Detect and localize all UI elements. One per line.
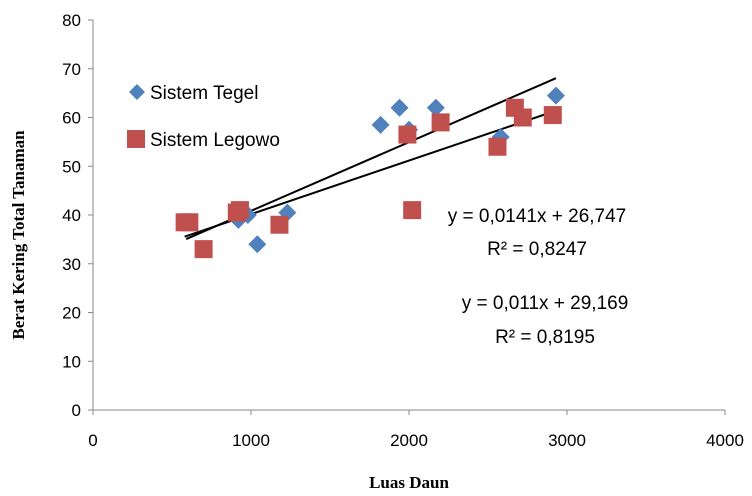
- x-tick-label: 0: [88, 431, 97, 450]
- legend-marker-sistem-legowo: [127, 130, 145, 148]
- data-point-sistem-legowo: [230, 201, 249, 220]
- data-point-sistem-tegel: [546, 86, 565, 105]
- trendline-equation-sistem-tegel: y = 0,0141x + 26,747: [448, 206, 627, 227]
- data-point-sistem-legowo: [270, 215, 289, 234]
- data-point-sistem-tegel: [371, 115, 390, 134]
- data-point-sistem-tegel: [390, 98, 409, 117]
- y-tick-label: 70: [62, 60, 81, 79]
- equation-group: y = 0,0141x + 26,747 R² = 0,8247 y = 0,011…: [448, 206, 629, 348]
- r-squared-sistem-tegel: R² = 0,8247: [487, 239, 587, 260]
- data-point-sistem-legowo: [180, 213, 199, 232]
- x-axis-title: Luas Daun: [369, 473, 449, 492]
- x-tick-label: 4000: [706, 431, 744, 450]
- data-point-sistem-tegel: [248, 235, 267, 254]
- x-tick-label: 1000: [232, 431, 270, 450]
- r-squared-sistem-legowo: R² = 0,8195: [495, 327, 595, 348]
- data-point-sistem-legowo: [431, 113, 450, 132]
- data-point-sistem-tegel: [426, 98, 445, 117]
- x-tick-label: 3000: [548, 431, 586, 450]
- tick-group: 0 10 20 30 40 50 60 70 80 0 1000 2000 3000 4000: [62, 11, 744, 450]
- y-tick-label: 10: [62, 352, 81, 371]
- data-point-sistem-legowo: [403, 201, 422, 220]
- y-tick-label: 20: [62, 304, 81, 323]
- legend: Sistem Tegel Sistem Legowo: [127, 83, 280, 151]
- y-tick-label: 40: [62, 206, 81, 225]
- data-point-sistem-legowo: [398, 125, 417, 144]
- y-tick-label: 80: [62, 11, 81, 30]
- legend-label-sistem-tegel: Sistem Tegel: [150, 83, 258, 104]
- legend-label-sistem-legowo: Sistem Legowo: [150, 130, 280, 151]
- data-point-sistem-legowo: [513, 108, 532, 127]
- y-tick-label: 30: [62, 255, 81, 274]
- y-axis-title: Berat Kering Total Tanaman: [9, 130, 28, 340]
- point-group: [175, 86, 565, 259]
- data-point-sistem-legowo: [194, 240, 213, 259]
- y-tick-label: 50: [62, 157, 81, 176]
- trendline-equation-sistem-legowo: y = 0,011x + 29,169: [462, 293, 629, 314]
- data-point-sistem-legowo: [488, 137, 507, 156]
- legend-marker-sistem-tegel: [129, 84, 145, 100]
- data-point-sistem-legowo: [543, 106, 562, 125]
- y-tick-label: 60: [62, 109, 81, 128]
- y-tick-label: 0: [72, 401, 81, 420]
- x-tick-label: 2000: [390, 431, 428, 450]
